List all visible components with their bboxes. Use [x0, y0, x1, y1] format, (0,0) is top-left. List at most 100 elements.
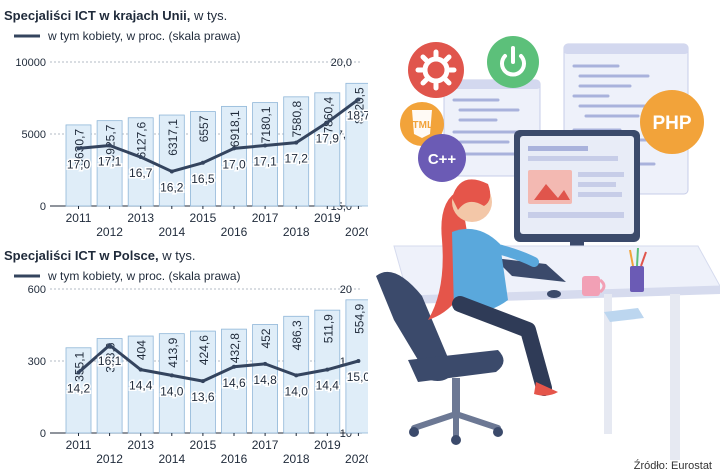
line-value-label: 18,7	[347, 108, 368, 122]
bar-value-label: 7860,4	[321, 96, 335, 133]
chart-title: Specjaliści ICT w krajach Unii, w tys.	[4, 8, 227, 23]
line-point	[200, 160, 205, 165]
x-tick-label: 2011	[66, 211, 92, 225]
line-value-label-halo: 16,5	[191, 172, 215, 186]
line-value-label-halo: 17,1	[98, 155, 122, 169]
x-tick-label: 2013	[127, 438, 154, 452]
line-value-label: 16,7	[129, 166, 153, 180]
line-value-label-halo: 14,2	[67, 382, 91, 396]
x-tick-label: 2013	[127, 211, 154, 225]
line-value-label: 16,1	[98, 354, 122, 368]
bar-value-label: 6317,1	[166, 119, 180, 156]
line-series	[78, 98, 360, 173]
bar-value-label: 6557	[197, 115, 211, 142]
line-value-label-halo: 14,8	[253, 373, 277, 387]
line-point	[107, 143, 112, 148]
svg-text:PHP: PHP	[652, 113, 691, 134]
x-tick-label: 2017	[252, 438, 279, 452]
y-tick-label: 300	[28, 356, 46, 368]
mug-icon	[582, 276, 606, 296]
bar-value-label: 554,9	[352, 303, 366, 333]
line-value-label-halo: 14,4	[129, 379, 153, 393]
line-point	[263, 361, 268, 366]
line-value-label: 14,6	[222, 376, 246, 390]
bar-value-label: 432,8	[228, 333, 242, 363]
bar-value-label: 6918,1	[228, 110, 242, 147]
bar	[252, 324, 279, 434]
x-tick-label: 2019	[314, 211, 341, 225]
x-tick-label: 2015	[190, 211, 217, 225]
woman-programmer	[428, 179, 558, 396]
line-point	[107, 343, 112, 348]
x-tick-label: 2011	[66, 438, 92, 452]
bar-value-label: 6127,6	[135, 121, 149, 158]
line-value-label: 17,1	[98, 155, 122, 169]
x-tick-label: 2018	[283, 225, 310, 239]
line-point	[294, 373, 299, 378]
line-value-label: 16,5	[191, 172, 215, 186]
line-value-label: 14,4	[129, 379, 153, 393]
line-value-label-halo: 18,7	[347, 108, 368, 122]
x-tick-label: 2016	[221, 225, 248, 239]
bar	[158, 333, 185, 434]
mouse	[547, 290, 561, 298]
bar-value-label: 452	[259, 328, 273, 348]
legend-label: w tym kobiety, w proc. (skala prawa)	[47, 29, 241, 43]
bar-value-label: 5925,7	[104, 124, 118, 161]
y-tick-label: 600	[28, 284, 46, 296]
line-value-label-halo: 17,1	[253, 155, 277, 169]
line-point	[200, 379, 205, 384]
line-series	[77, 343, 359, 383]
line-value-label: 13,6	[191, 390, 215, 404]
x-tick-label: 2019	[314, 438, 341, 452]
x-tick-label: 2017	[252, 211, 279, 225]
chart-title-unit: w tys.	[190, 8, 227, 23]
line-point	[232, 364, 236, 369]
line-value-label: 17,0	[67, 157, 91, 171]
line-point	[356, 359, 361, 363]
x-tick-label: 2014	[158, 452, 185, 466]
pencil-cup	[629, 247, 647, 292]
bar-value-label: 404	[135, 340, 149, 360]
office-chair	[376, 271, 504, 445]
bar-value-label: 424,6	[197, 335, 211, 365]
chart-title: Specjaliści ICT w Polsce, w tys.	[4, 248, 195, 263]
svg-text:C++: C++	[428, 151, 457, 168]
line-point	[76, 370, 81, 375]
chart-panel-1: Specjaliści ICT w krajach Unii, w tys.w …	[4, 8, 368, 239]
cpp-icon: C++	[418, 134, 466, 182]
line-value-label: 17,9	[316, 131, 340, 145]
line-value-label-halo: 17,9	[316, 131, 340, 145]
bar-value-label: 413,9	[166, 337, 180, 367]
line-value-label: 17,1	[253, 155, 277, 169]
bar	[127, 335, 154, 434]
line-point	[325, 120, 330, 125]
php-icon: PHP	[640, 90, 704, 154]
bar-value-label: 355,1	[73, 351, 87, 381]
developer-illustration: HTML5 C++ PHP	[376, 36, 720, 460]
y2-tick-label: 20,0	[331, 57, 352, 69]
bar	[96, 120, 123, 207]
line-value-label-halo: 16,7	[129, 166, 153, 180]
html5-icon: HTML5	[400, 102, 444, 146]
x-tick-label: 2020	[345, 452, 368, 466]
line-value-label: 16,2	[160, 180, 184, 194]
x-tick-label: 2012	[96, 452, 123, 466]
chart-panel-2: Specjaliści ICT w Polsce, w tys. w tym ko…	[4, 248, 368, 466]
bar-value-label: 8520,5	[352, 87, 366, 124]
line-value-label-halo: 13,6	[191, 390, 215, 404]
gear-icon	[408, 42, 464, 98]
source-note: Źródło: Eurostat	[633, 460, 712, 472]
line-value-label-halo: 14,6	[222, 376, 246, 390]
line-value-label-halo: 14,0	[285, 384, 309, 398]
line-value-label-halo: 17,2	[285, 152, 309, 166]
bar-value-label: 7580,8	[290, 101, 304, 138]
line-value-label: 14,0	[285, 384, 309, 398]
line-point	[169, 169, 174, 174]
line-value-label-halo: 16,2	[160, 180, 184, 194]
bar	[221, 328, 247, 434]
chart-title-main: Specjaliści ICT w krajach Unii,	[4, 8, 190, 23]
line-value-label-halo: 15,0	[347, 370, 368, 384]
x-tick-label: 2020	[345, 225, 368, 239]
line-point	[169, 373, 174, 378]
